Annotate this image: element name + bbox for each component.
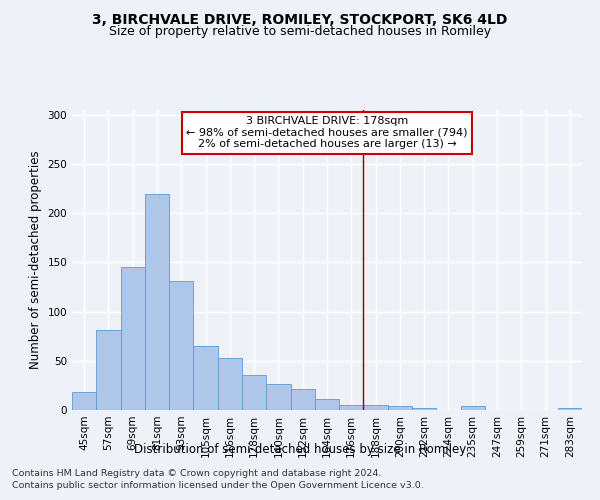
Text: Contains HM Land Registry data © Crown copyright and database right 2024.: Contains HM Land Registry data © Crown c… (12, 468, 382, 477)
Text: 3 BIRCHVALE DRIVE: 178sqm
← 98% of semi-detached houses are smaller (794)
2% of : 3 BIRCHVALE DRIVE: 178sqm ← 98% of semi-… (186, 116, 468, 149)
Bar (388, 406, 412, 410)
Bar (290, 390, 315, 410)
Bar (96, 330, 121, 410)
Bar (461, 406, 485, 410)
Text: 3, BIRCHVALE DRIVE, ROMILEY, STOCKPORT, SK6 4LD: 3, BIRCHVALE DRIVE, ROMILEY, STOCKPORT, … (92, 12, 508, 26)
Bar (412, 408, 436, 410)
Bar (364, 405, 388, 410)
Bar (218, 358, 242, 410)
Text: Contains public sector information licensed under the Open Government Licence v3: Contains public sector information licen… (12, 481, 424, 490)
Text: Distribution of semi-detached houses by size in Romiley: Distribution of semi-detached houses by … (134, 442, 466, 456)
Bar (145, 194, 169, 410)
Text: Size of property relative to semi-detached houses in Romiley: Size of property relative to semi-detach… (109, 25, 491, 38)
Bar (193, 346, 218, 410)
Bar (558, 408, 582, 410)
Bar (339, 405, 364, 410)
Bar (72, 392, 96, 410)
Bar (242, 374, 266, 410)
Bar (121, 268, 145, 410)
Bar (266, 384, 290, 410)
Bar (169, 281, 193, 410)
Y-axis label: Number of semi-detached properties: Number of semi-detached properties (29, 150, 42, 370)
Bar (315, 399, 339, 410)
